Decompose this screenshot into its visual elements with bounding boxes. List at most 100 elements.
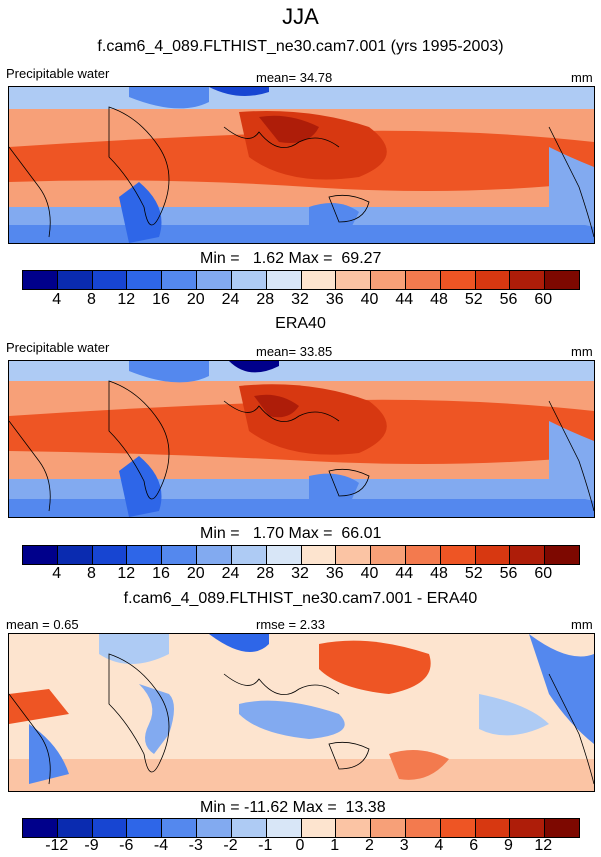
colorbar-box bbox=[301, 271, 337, 289]
colorbar-tick-label: 24 bbox=[221, 291, 240, 308]
colorbar-tick-label: 9 bbox=[504, 837, 513, 854]
colorbar-box bbox=[475, 819, 511, 837]
panel3-mean-label: mean = 0.65 bbox=[6, 617, 79, 632]
colorbar-box bbox=[197, 546, 232, 564]
colorbar-box bbox=[23, 819, 58, 837]
colorbar-tick-label: 20 bbox=[186, 565, 205, 582]
colorbar-box bbox=[57, 819, 93, 837]
panel3-units: mm bbox=[571, 617, 593, 632]
colorbar-tick-label: 4 bbox=[52, 291, 62, 308]
colorbar-box bbox=[336, 271, 372, 289]
colorbar-tick-label: 56 bbox=[499, 291, 518, 308]
colorbar-tick-label: 24 bbox=[221, 565, 240, 582]
colorbar-box bbox=[545, 271, 579, 289]
colorbar-box bbox=[57, 546, 93, 564]
colorbar-box bbox=[371, 819, 406, 837]
colorbar-tick-label: 36 bbox=[325, 291, 344, 308]
panel3-map bbox=[8, 633, 595, 792]
colorbar-box bbox=[475, 271, 511, 289]
colorbar-tick-label: 60 bbox=[534, 565, 553, 582]
colorbar-box bbox=[92, 271, 128, 289]
colorbar-tick-label: 12 bbox=[117, 291, 136, 308]
figure-title: JJA bbox=[282, 4, 319, 29]
panel2-mean-label: mean= 33.85 bbox=[256, 344, 333, 359]
colorbar-tick-label: -9 bbox=[84, 837, 99, 854]
colorbar-box bbox=[266, 819, 302, 837]
colorbar-box bbox=[197, 271, 232, 289]
panel2-left-label: Precipitable water bbox=[6, 340, 110, 355]
colorbar-box bbox=[510, 819, 546, 837]
colorbar-box bbox=[545, 546, 579, 564]
colorbar-tick-label: 52 bbox=[464, 565, 483, 582]
colorbar-tick-label: 28 bbox=[256, 291, 275, 308]
panel1-units: mm bbox=[571, 70, 593, 85]
colorbar-tick-label: 48 bbox=[430, 565, 448, 582]
colorbar-tick-label: 28 bbox=[256, 565, 275, 582]
colorbar-box bbox=[440, 546, 476, 564]
panel2-colorbar-ticks: 4 8 12 16 20 24 28 32 36 40 44 48 52 56 60 bbox=[22, 565, 578, 585]
colorbar-tick-label: 44 bbox=[395, 291, 414, 308]
colorbar-tick-label: -1 bbox=[258, 837, 273, 854]
panel1-colorbar-ticks: 4 8 12 16 20 24 28 32 36 40 44 48 52 56 60 bbox=[22, 291, 578, 311]
colorbar-box bbox=[127, 819, 163, 837]
colorbar-box bbox=[162, 546, 198, 564]
panel3-rmse-label: rmse = 2.33 bbox=[256, 617, 326, 632]
colorbar-box bbox=[336, 546, 372, 564]
panel3-minmax: Min = -11.62 Max = 13.38 bbox=[200, 799, 386, 816]
colorbar-box bbox=[405, 546, 441, 564]
colorbar-tick-label: 0 bbox=[295, 837, 305, 854]
colorbar-tick-label: 32 bbox=[291, 565, 309, 582]
colorbar-tick-label: 16 bbox=[152, 565, 170, 582]
panel1-left-label: Precipitable water bbox=[6, 66, 110, 81]
colorbar-box bbox=[405, 819, 441, 837]
colorbar-box bbox=[301, 819, 337, 837]
colorbar-box bbox=[127, 271, 163, 289]
colorbar-box bbox=[266, 271, 302, 289]
colorbar-box bbox=[92, 819, 128, 837]
colorbar-tick-label: 4 bbox=[52, 565, 62, 582]
colorbar-box bbox=[231, 546, 267, 564]
colorbar-box bbox=[231, 271, 267, 289]
colorbar-tick-label: 48 bbox=[430, 291, 448, 308]
colorbar-box bbox=[371, 546, 406, 564]
panel2-map bbox=[8, 360, 595, 518]
colorbar-tick-label: 16 bbox=[152, 291, 170, 308]
colorbar-tick-label: -3 bbox=[188, 837, 203, 854]
colorbar-tick-label: 52 bbox=[464, 291, 483, 308]
panel2-minmax: Min = 1.70 Max = 66.01 bbox=[200, 525, 382, 542]
colorbar-tick-label: 3 bbox=[399, 837, 409, 854]
colorbar-box bbox=[127, 546, 163, 564]
colorbar-box bbox=[162, 271, 198, 289]
panel2-subtitle: ERA40 bbox=[275, 315, 326, 332]
colorbar-box bbox=[231, 819, 267, 837]
colorbar-tick-label: 4 bbox=[434, 837, 444, 854]
colorbar-tick-label: 56 bbox=[499, 565, 518, 582]
colorbar-tick-label: -6 bbox=[119, 837, 134, 854]
colorbar-tick-label: 12 bbox=[117, 565, 136, 582]
colorbar-box bbox=[405, 271, 441, 289]
colorbar-box bbox=[301, 546, 337, 564]
colorbar-tick-label: 32 bbox=[291, 291, 309, 308]
colorbar-box bbox=[23, 546, 58, 564]
colorbar-tick-label: 20 bbox=[186, 291, 205, 308]
panel1-subtitle: f.cam6_4_089.FLTHIST_ne30.cam7.001 (yrs … bbox=[97, 38, 504, 55]
panel1-mean-label: mean= 34.78 bbox=[256, 70, 333, 85]
colorbar-tick-label: -4 bbox=[153, 837, 169, 854]
colorbar-tick-label: 60 bbox=[534, 291, 553, 308]
colorbar-tick-label: 8 bbox=[87, 565, 96, 582]
colorbar-box bbox=[440, 271, 476, 289]
colorbar-box bbox=[266, 546, 302, 564]
colorbar-box bbox=[336, 819, 372, 837]
panel1-minmax: Min = 1.62 Max = 69.27 bbox=[200, 250, 382, 267]
colorbar-tick-label: 6 bbox=[469, 837, 479, 854]
colorbar-box bbox=[545, 819, 579, 837]
colorbar-tick-label: 40 bbox=[360, 565, 379, 582]
colorbar-tick-label: 1 bbox=[330, 837, 340, 854]
colorbar-tick-label: 8 bbox=[87, 291, 96, 308]
panel2-units: mm bbox=[571, 344, 593, 359]
panel2-colorbar bbox=[22, 545, 580, 565]
colorbar-tick-label: -2 bbox=[223, 837, 238, 854]
panel3-colorbar bbox=[22, 818, 580, 838]
colorbar-box bbox=[162, 819, 198, 837]
colorbar-box bbox=[23, 271, 58, 289]
